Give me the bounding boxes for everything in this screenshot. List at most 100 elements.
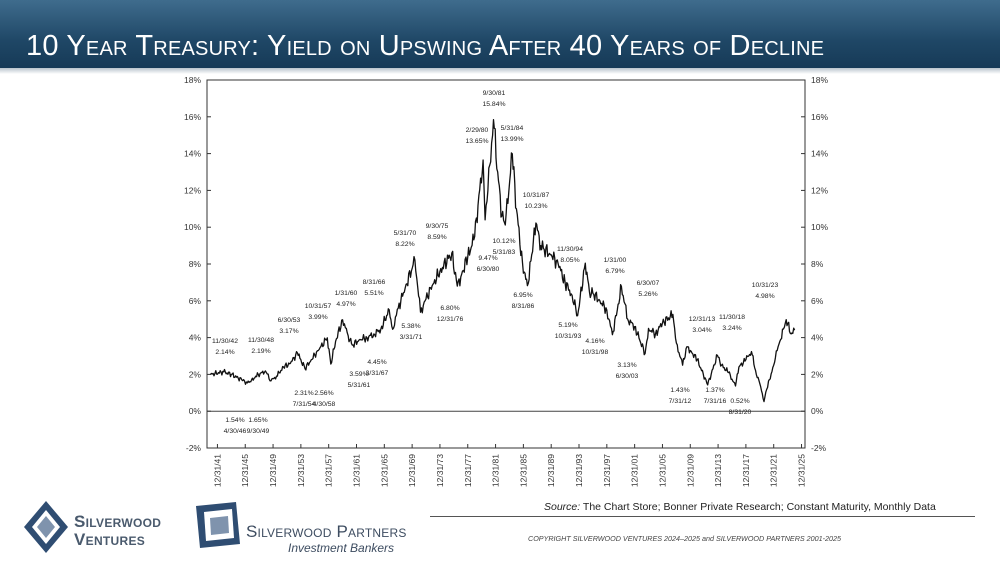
source-label: Source: xyxy=(544,501,581,513)
x-tick-label: 12/31/01 xyxy=(630,454,640,487)
x-tick-label: 12/31/45 xyxy=(240,454,250,487)
annotation-label: 10/31/57 xyxy=(305,303,332,310)
x-tick-label: 12/31/57 xyxy=(324,454,334,487)
title-banner xyxy=(0,0,1000,68)
partners-name: Silverwood Partners xyxy=(246,522,407,541)
annotation-label: 6/30/03 xyxy=(616,373,639,380)
x-tick-label: 12/31/05 xyxy=(657,454,667,487)
annotation-label: 8.59% xyxy=(427,234,446,241)
banner-shadow xyxy=(0,68,1000,74)
y-tick-label-left: 0% xyxy=(189,406,202,416)
y-tick-label-right: -2% xyxy=(811,443,827,453)
annotation-label: 2.19% xyxy=(251,348,270,355)
annotation-label: 3.13% xyxy=(617,362,636,369)
annotation-label: 10.23% xyxy=(524,203,547,210)
x-tick-label: 12/31/77 xyxy=(463,454,473,487)
annotation-label: 5.19% xyxy=(558,322,577,329)
annotation-label: 6.95% xyxy=(513,292,532,299)
annotation-label: 7/31/54 xyxy=(293,401,316,408)
partners-tagline: Investment Bankers xyxy=(288,541,395,555)
x-tick-label: 12/31/17 xyxy=(741,454,751,487)
annotation-label: 11/30/18 xyxy=(719,314,745,321)
x-tick-label: 12/31/69 xyxy=(407,454,417,487)
yield-series-line xyxy=(210,119,796,403)
annotation-label: 4/30/46 xyxy=(224,428,247,435)
ventures-name-line2: Ventures xyxy=(74,530,146,549)
x-tick-label: 12/31/53 xyxy=(296,454,306,487)
y-tick-label-left: -2% xyxy=(186,443,202,453)
x-tick-label: 12/31/13 xyxy=(713,454,723,487)
annotation-label: 12/31/13 xyxy=(689,316,716,323)
annotation-label: 4/30/58 xyxy=(313,401,336,408)
annotation-label: 3.24% xyxy=(722,325,741,332)
y-tick-label-left: 4% xyxy=(189,333,202,343)
annotation-label: 11/30/48 xyxy=(248,337,274,344)
x-tick-label: 12/31/65 xyxy=(379,454,389,487)
ventures-diamond-icon xyxy=(24,501,68,553)
annotation-label: 9/30/49 xyxy=(247,428,270,435)
annotation-label: 5.38% xyxy=(401,323,420,330)
partners-square-icon xyxy=(196,502,240,548)
annotation-label: 2.56% xyxy=(314,390,333,397)
x-tick-label: 12/31/41 xyxy=(212,454,222,487)
annotation-label: 8/31/66 xyxy=(363,279,386,286)
y-tick-label-right: 10% xyxy=(811,222,828,232)
silverwood-partners-logo: Silverwood Partners Investment Bankers xyxy=(192,500,407,558)
annotation-label: 1.37% xyxy=(705,387,724,394)
slide-title: 10 Year Treasury: Yield on Upswing After… xyxy=(26,30,825,62)
annotation-label: 4.98% xyxy=(755,293,774,300)
annotation-label: 6/30/07 xyxy=(637,280,660,287)
annotation-label: 4.97% xyxy=(336,301,355,308)
x-tick-label: 12/31/49 xyxy=(268,454,278,487)
x-tick-label: 12/31/89 xyxy=(546,454,556,487)
y-tick-label-left: 12% xyxy=(184,185,201,195)
x-tick-label: 12/31/81 xyxy=(491,454,501,487)
y-tick-label-left: 16% xyxy=(184,112,201,122)
x-tick-label: 12/31/61 xyxy=(352,454,362,487)
y-tick-label-right: 18% xyxy=(811,75,828,85)
copyright-text: COPYRIGHT SILVERWOOD VENTURES 2024–2025 … xyxy=(528,534,842,543)
annotation-label: 3.99% xyxy=(308,314,327,321)
y-tick-label-right: 6% xyxy=(811,296,824,306)
y-tick-label-right: 8% xyxy=(811,259,824,269)
annotation-label: 2.31% xyxy=(294,390,313,397)
annotation-label: 11/30/94 xyxy=(557,246,583,253)
y-tick-label-left: 18% xyxy=(184,75,201,85)
annotation-label: 3.59% xyxy=(349,371,368,378)
chart-svg: -2% -2% 0% 0% 2% 2% 4% 4% 6% 6% 8% 8% 10% 10% 12% 12% 14… xyxy=(184,75,828,487)
yield-chart: -2% -2% 0% 0% 2% 2% 4% 4% 6% 6% 8% 8% 10% 10% 12% 12% 14… xyxy=(150,72,850,502)
annotation-label: 3.04% xyxy=(692,327,711,334)
annotation-label: 4.16% xyxy=(585,338,604,345)
annotation-label: 7/31/12 xyxy=(669,398,692,405)
x-tick-label: 12/31/21 xyxy=(769,454,779,487)
annotation-label: 1.54% xyxy=(225,417,244,424)
annotation-label: 2/29/80 xyxy=(466,127,489,134)
x-tick-label: 12/31/93 xyxy=(574,454,584,487)
annotation-label: 6/30/53 xyxy=(278,317,301,324)
annotation-label: 7/31/16 xyxy=(704,398,727,405)
annotation-label: 5/31/70 xyxy=(394,230,417,237)
annotation-label: 10/31/98 xyxy=(582,349,609,356)
annotation-label: 5/31/61 xyxy=(348,382,371,389)
y-tick-label-right: 2% xyxy=(811,369,824,379)
y-tick-label-right: 12% xyxy=(811,185,828,195)
annotation-label: 15.84% xyxy=(482,101,505,108)
annotation-label: 9/30/81 xyxy=(483,90,506,97)
footer-rule xyxy=(430,516,975,517)
annotation-label: 10/31/87 xyxy=(523,192,550,199)
y-tick-label-left: 6% xyxy=(189,296,202,306)
annotation-label: 3.17% xyxy=(279,328,298,335)
annotation-label: 9.47% xyxy=(478,255,497,262)
x-tick-label: 12/31/09 xyxy=(685,454,695,487)
annotation-label: 1/31/60 xyxy=(335,290,358,297)
y-tick-label-right: 4% xyxy=(811,333,824,343)
annotation-label: 10/31/93 xyxy=(555,333,582,340)
annotation-label: 8.05% xyxy=(560,257,579,264)
annotation-label: 5/31/84 xyxy=(501,125,524,132)
ventures-name-line1: Silverwood xyxy=(74,512,162,531)
x-tick-label: 12/31/97 xyxy=(602,454,612,487)
annotation-label: 6.79% xyxy=(605,268,624,275)
annotation-label: 10.12% xyxy=(492,238,515,245)
annotation-label: 2.14% xyxy=(215,349,234,356)
annotation-label: 9/30/75 xyxy=(426,223,449,230)
